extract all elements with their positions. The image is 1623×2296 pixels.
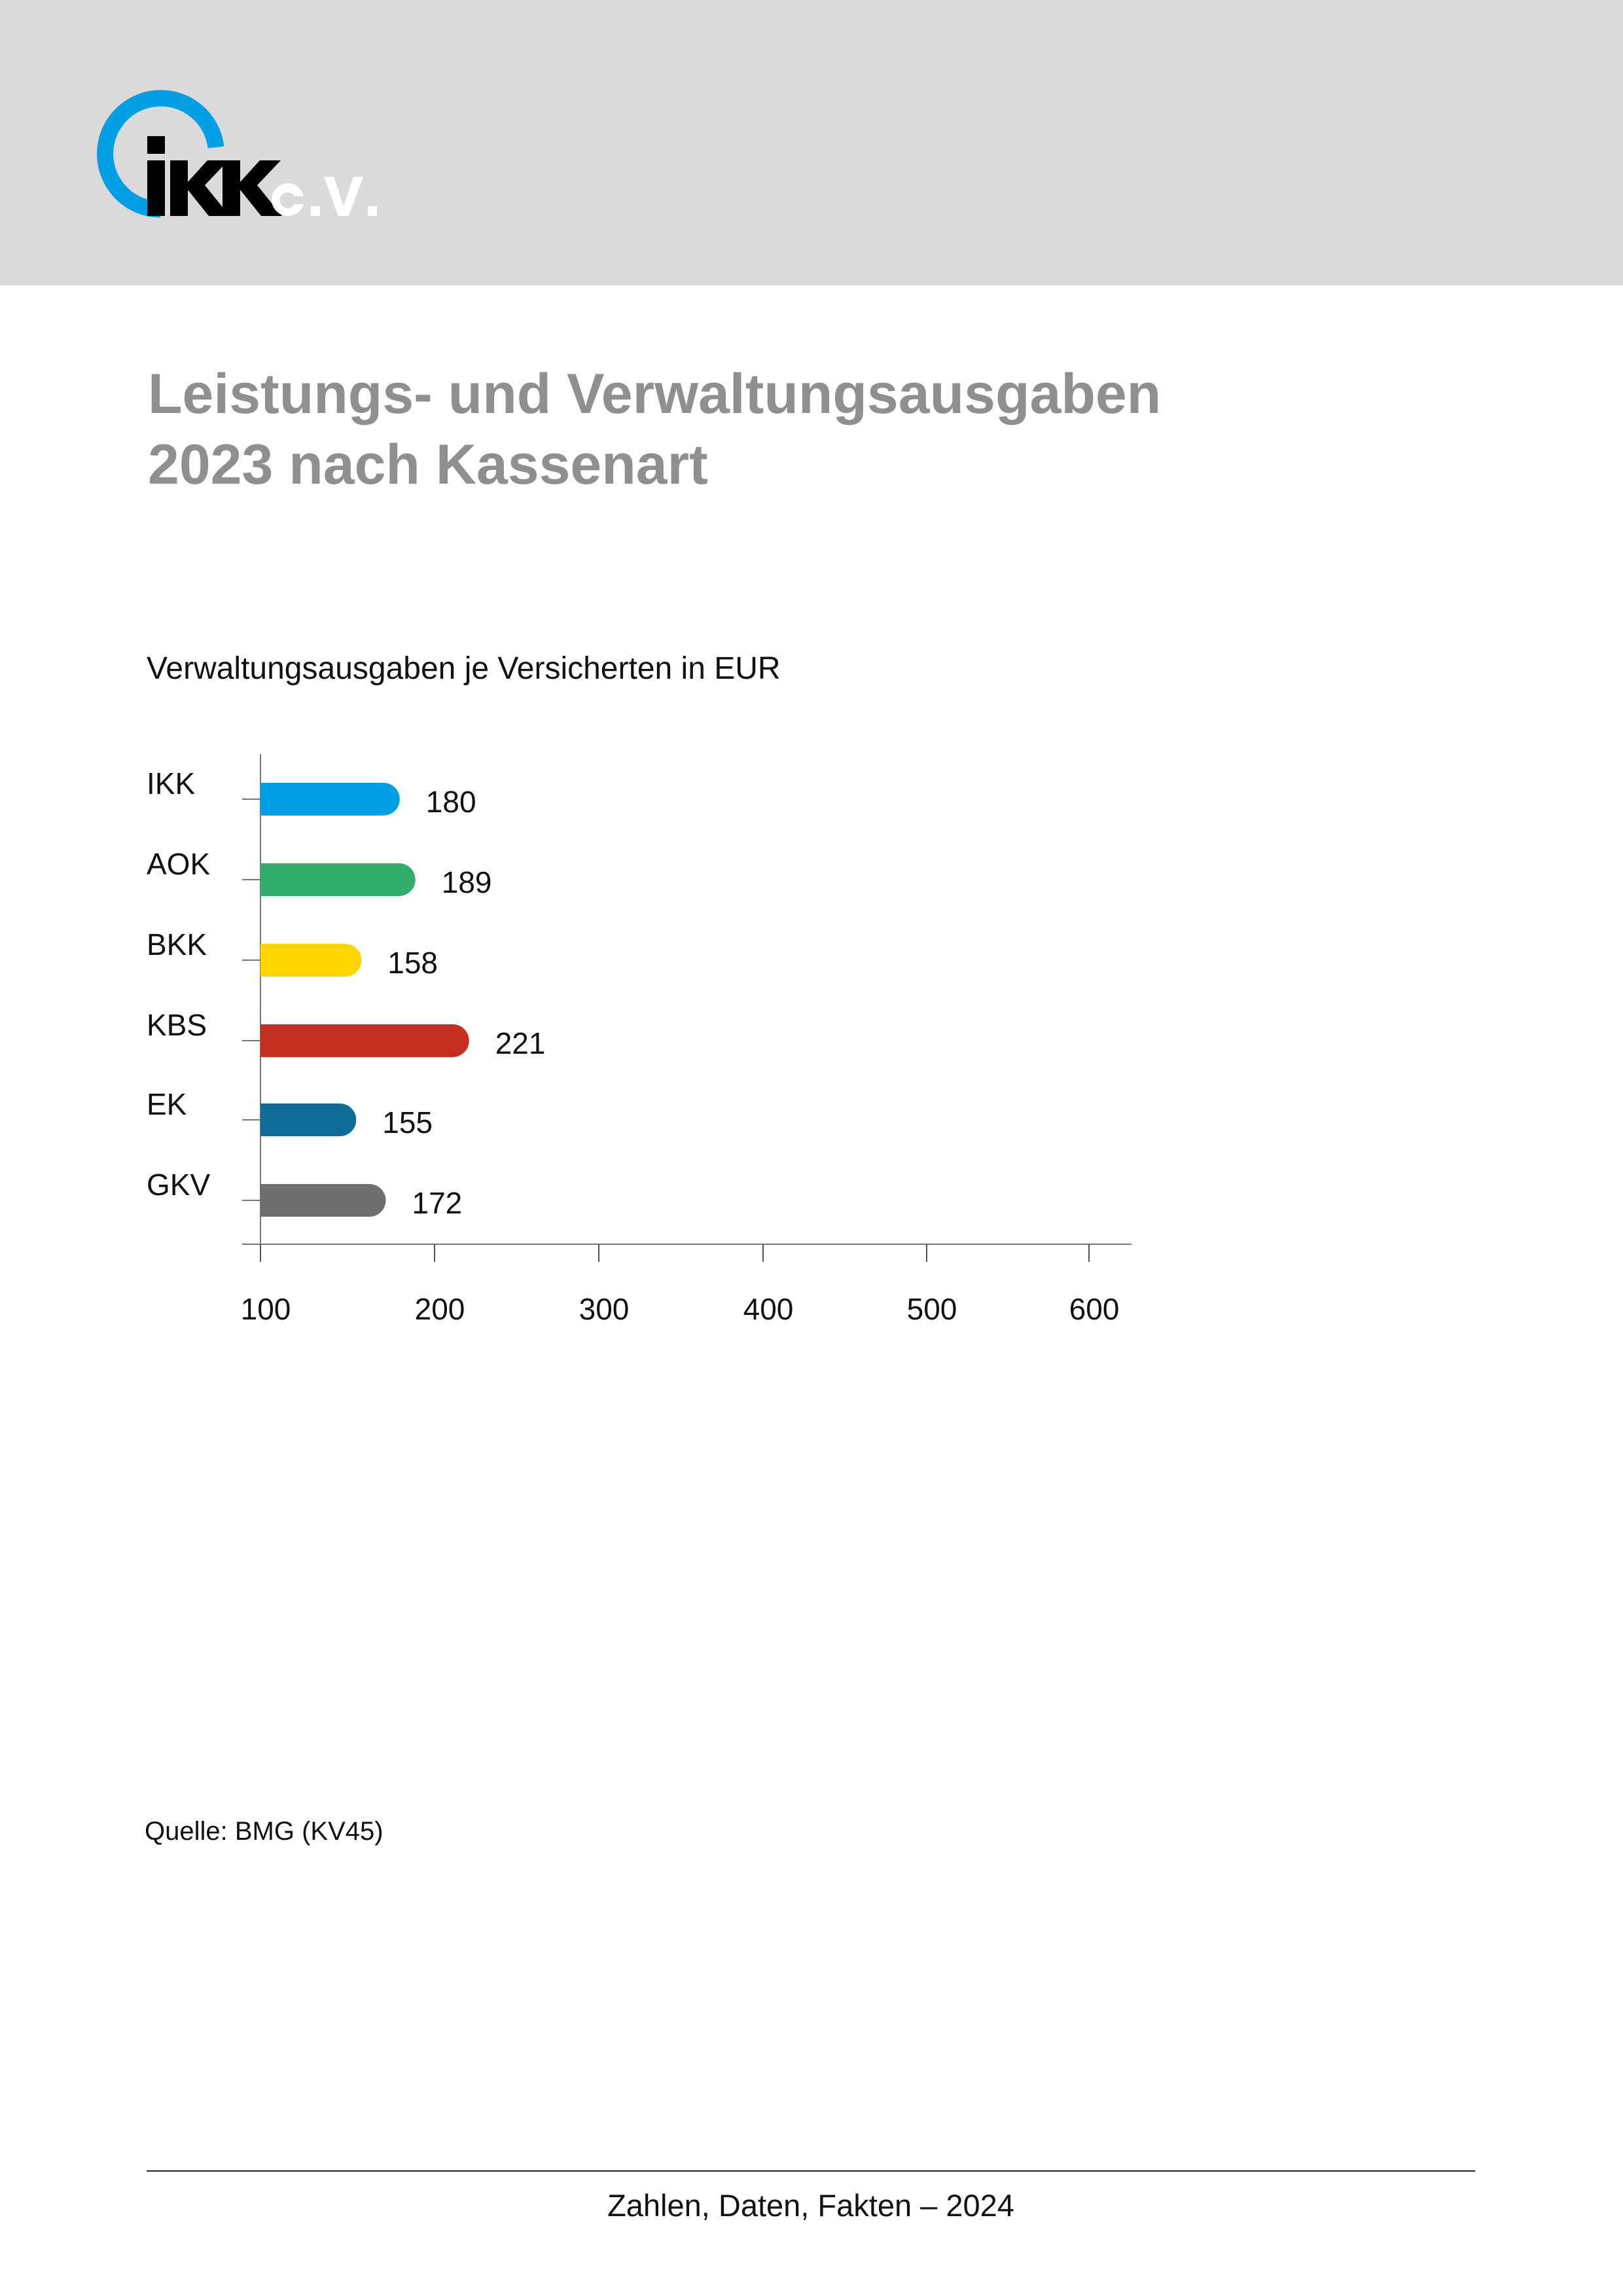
value-label: 158	[387, 946, 438, 980]
value-label: 221	[495, 1026, 546, 1060]
x-tick-label: 600	[1069, 1292, 1120, 1326]
ikk-logo	[97, 90, 377, 218]
x-tick-label: 200	[415, 1292, 465, 1326]
logo-i-dot-icon	[147, 136, 165, 154]
value-label: 172	[412, 1186, 463, 1220]
bar-ikk	[260, 783, 400, 816]
x-tick-label: 400	[743, 1292, 794, 1326]
source-note: Quelle: BMG (KV45)	[145, 1817, 383, 1846]
bar-aok	[260, 863, 416, 896]
category-label: GKV	[147, 1168, 210, 1202]
page-title: Leistungs- und Verwaltungsausgaben 2023 …	[148, 359, 1161, 500]
bar-bkk	[260, 944, 362, 977]
footer-text: Zahlen, Daten, Fakten – 2024	[607, 2188, 1014, 2223]
title-line-1: Leistungs- und Verwaltungsausgaben	[148, 363, 1162, 425]
bar-gkv	[260, 1184, 386, 1217]
logo-i-stem-icon	[147, 160, 165, 216]
logo-ev-letters-icon	[271, 177, 377, 216]
category-label: EK	[147, 1087, 187, 1121]
category-label: AOK	[147, 847, 210, 881]
logo-kk-letters-icon	[170, 160, 282, 216]
chart-title: Verwaltungsausgaben je Versicherten in E…	[147, 651, 781, 686]
value-label: 155	[382, 1105, 433, 1139]
page-header	[0, 0, 1623, 285]
category-label: BKK	[147, 927, 207, 961]
value-label: 189	[442, 865, 492, 899]
logo-ring-icon	[97, 90, 224, 218]
footer-divider	[147, 2170, 1475, 2172]
bar-kbs	[260, 1024, 469, 1057]
category-label: IKK	[147, 766, 195, 800]
title-line-2: 2023 nach Kassenart	[148, 433, 708, 496]
category-label: KBS	[147, 1008, 207, 1042]
x-tick-label: 300	[579, 1292, 630, 1326]
bar-ek	[260, 1103, 357, 1136]
x-tick-label: 100	[241, 1292, 291, 1326]
value-label: 180	[426, 785, 476, 819]
x-tick-label: 500	[907, 1292, 957, 1326]
